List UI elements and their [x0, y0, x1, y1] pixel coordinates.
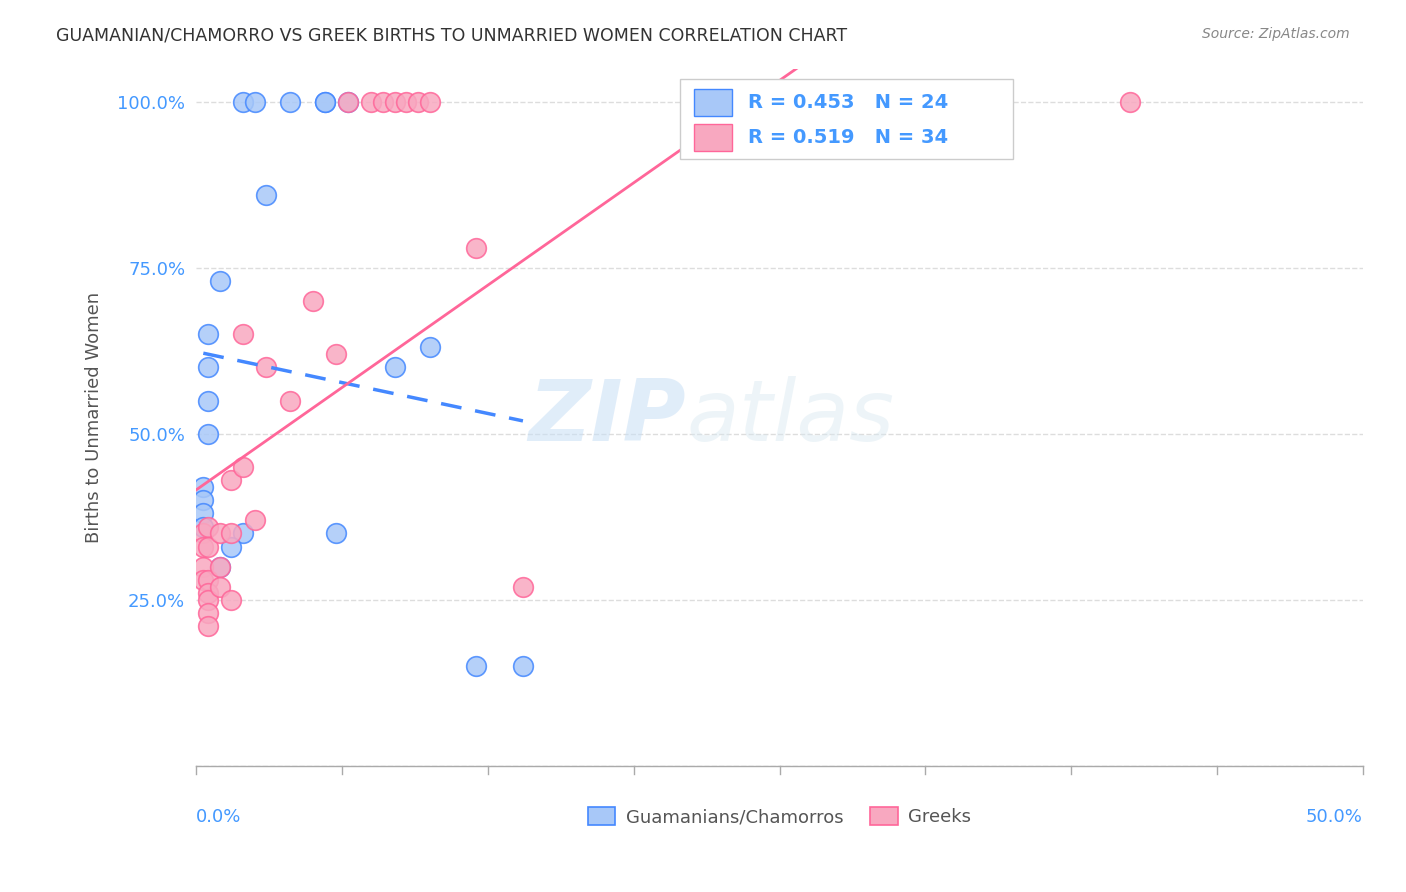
- Point: [406, 95, 429, 109]
- Point: [197, 393, 219, 408]
- Point: [193, 559, 215, 574]
- Point: [254, 360, 277, 375]
- Y-axis label: Births to Unmarried Women: Births to Unmarried Women: [86, 292, 103, 542]
- Point: [197, 592, 219, 607]
- Text: Source: ZipAtlas.com: Source: ZipAtlas.com: [1202, 27, 1350, 41]
- Point: [278, 393, 301, 408]
- Text: R = 0.519   N = 34: R = 0.519 N = 34: [748, 128, 948, 147]
- Point: [193, 507, 215, 521]
- Point: [336, 95, 359, 109]
- Point: [197, 520, 219, 534]
- Point: [254, 187, 277, 202]
- Point: [193, 480, 215, 494]
- Point: [419, 341, 441, 355]
- Point: [197, 619, 219, 633]
- Point: [221, 540, 243, 554]
- Point: [193, 493, 215, 508]
- Point: [1118, 95, 1140, 109]
- Point: [197, 327, 219, 342]
- Point: [302, 293, 325, 308]
- Point: [193, 526, 215, 541]
- Point: [243, 513, 266, 527]
- Point: [243, 95, 266, 109]
- Point: [232, 460, 254, 475]
- Bar: [695, 124, 731, 151]
- Point: [278, 95, 301, 109]
- Text: 50.0%: 50.0%: [1306, 808, 1362, 826]
- Point: [325, 526, 347, 541]
- Point: [197, 586, 219, 600]
- Point: [193, 540, 215, 554]
- Text: GUAMANIAN/CHAMORRO VS GREEK BIRTHS TO UNMARRIED WOMEN CORRELATION CHART: GUAMANIAN/CHAMORRO VS GREEK BIRTHS TO UN…: [56, 27, 848, 45]
- Point: [465, 241, 488, 255]
- Point: [208, 526, 231, 541]
- Point: [232, 327, 254, 342]
- Text: ZIP: ZIP: [529, 376, 686, 458]
- Point: [221, 526, 243, 541]
- Point: [384, 95, 406, 109]
- Point: [314, 95, 336, 109]
- Text: atlas: atlas: [686, 376, 894, 458]
- Point: [197, 540, 219, 554]
- Text: R = 0.453   N = 24: R = 0.453 N = 24: [748, 93, 948, 112]
- Point: [232, 95, 254, 109]
- Text: 0.0%: 0.0%: [197, 808, 242, 826]
- Point: [314, 95, 336, 109]
- Legend: Guamanians/Chamorros, Greeks: Guamanians/Chamorros, Greeks: [581, 800, 979, 833]
- Point: [384, 360, 406, 375]
- Point: [208, 559, 231, 574]
- Point: [208, 580, 231, 594]
- Point: [197, 426, 219, 441]
- Point: [197, 360, 219, 375]
- Point: [208, 559, 231, 574]
- Point: [232, 526, 254, 541]
- Point: [512, 580, 534, 594]
- Point: [465, 659, 488, 673]
- Point: [371, 95, 394, 109]
- Point: [193, 520, 215, 534]
- Point: [197, 573, 219, 587]
- Point: [419, 95, 441, 109]
- Point: [325, 347, 347, 361]
- Point: [197, 606, 219, 620]
- Point: [221, 473, 243, 487]
- Point: [193, 573, 215, 587]
- Point: [336, 95, 359, 109]
- Bar: [695, 89, 731, 116]
- Point: [395, 95, 418, 109]
- Point: [360, 95, 382, 109]
- FancyBboxPatch shape: [681, 79, 1012, 159]
- Point: [208, 274, 231, 288]
- Point: [512, 659, 534, 673]
- Point: [221, 592, 243, 607]
